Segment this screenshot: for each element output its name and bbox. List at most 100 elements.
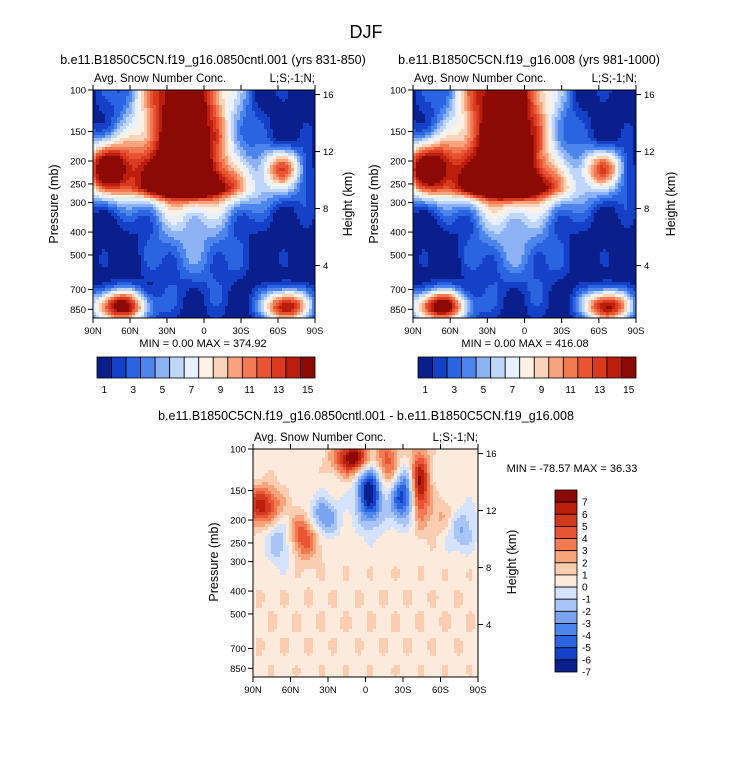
field-cell (171, 303, 175, 307)
field-cell (240, 204, 244, 208)
field-cell (162, 189, 166, 193)
field-cell (135, 204, 139, 208)
field-cell (258, 96, 262, 100)
field-cell (240, 261, 244, 265)
field-cell (240, 150, 244, 154)
field-cell (288, 192, 292, 196)
field-cell (153, 138, 157, 142)
field-cell (216, 198, 220, 202)
field-cell (285, 243, 289, 247)
field-cell (240, 252, 244, 256)
field-cell (183, 99, 187, 103)
field-cell (201, 231, 205, 235)
field-cell (267, 273, 271, 277)
field-cell (258, 291, 262, 295)
field-cell (261, 312, 265, 316)
field-cell (246, 153, 250, 157)
field-cell (279, 216, 283, 220)
field-cell (264, 279, 268, 283)
field-cell (180, 225, 184, 229)
field-cell (135, 102, 139, 106)
field-cell (243, 306, 247, 310)
field-cell (168, 282, 172, 286)
field-cell (93, 210, 97, 214)
field-cell (165, 312, 169, 316)
field-cell (201, 129, 205, 133)
field-cell (147, 174, 151, 178)
field-cell (225, 207, 229, 211)
field-cell (282, 150, 286, 154)
field-cell (183, 189, 187, 193)
field-cell (99, 195, 103, 199)
field-cell (102, 291, 106, 295)
field-cell (159, 102, 163, 106)
field-cell (228, 114, 232, 118)
field-cell (147, 153, 151, 157)
field-cell (270, 141, 274, 145)
field-cell (156, 219, 160, 223)
field-cell (228, 312, 232, 316)
field-cell (138, 108, 142, 112)
field-cell (213, 249, 217, 253)
field-cell (120, 213, 124, 217)
field-cell (138, 234, 142, 238)
field-cell (246, 117, 250, 121)
field-cell (216, 210, 220, 214)
field-cell (180, 291, 184, 295)
field-cell (255, 288, 259, 292)
field-cell (120, 285, 124, 289)
field-cell (129, 123, 133, 127)
field-cell (99, 207, 103, 211)
field-cell (189, 231, 193, 235)
field-cell (114, 309, 118, 313)
field-cell (174, 102, 178, 106)
field-cell (162, 198, 166, 202)
field-cell (255, 279, 259, 283)
field-cell (267, 279, 271, 283)
field-cell (270, 246, 274, 250)
field-cell (219, 222, 223, 226)
field-cell (243, 204, 247, 208)
field-cell (111, 297, 115, 301)
field-cell (126, 126, 130, 130)
field-cell (93, 279, 97, 283)
field-cell (276, 186, 280, 190)
field-cell (225, 195, 229, 199)
field-cell (273, 138, 277, 142)
field-cell (168, 267, 172, 271)
field-cell (258, 90, 262, 94)
field-cell (168, 105, 172, 109)
field-cell (273, 219, 277, 223)
field-cell (177, 219, 181, 223)
field-cell (213, 180, 217, 184)
field-cell (225, 309, 229, 313)
field-cell (162, 225, 166, 229)
field-cell (216, 114, 220, 118)
field-cell (108, 264, 112, 268)
field-cell (228, 144, 232, 148)
field-cell (198, 117, 202, 121)
field-cell (231, 309, 235, 313)
field-cell (192, 258, 196, 262)
field-cell (249, 231, 253, 235)
field-cell (213, 108, 217, 112)
field-cell (201, 258, 205, 262)
field-cell (219, 189, 223, 193)
field-cell (174, 150, 178, 154)
field-cell (288, 225, 292, 229)
field-cell (144, 216, 148, 220)
field-cell (108, 144, 112, 148)
field-cell (93, 168, 97, 172)
field-cell (255, 195, 259, 199)
field-cell (201, 285, 205, 289)
field-cell (270, 285, 274, 289)
field-cell (153, 234, 157, 238)
field-cell (228, 102, 232, 106)
field-cell (222, 282, 226, 286)
field-cell (228, 294, 232, 298)
field-cell (189, 102, 193, 106)
field-cell (249, 195, 253, 199)
field-cell (117, 267, 121, 271)
field-cell (258, 135, 262, 139)
field-cell (267, 207, 271, 211)
